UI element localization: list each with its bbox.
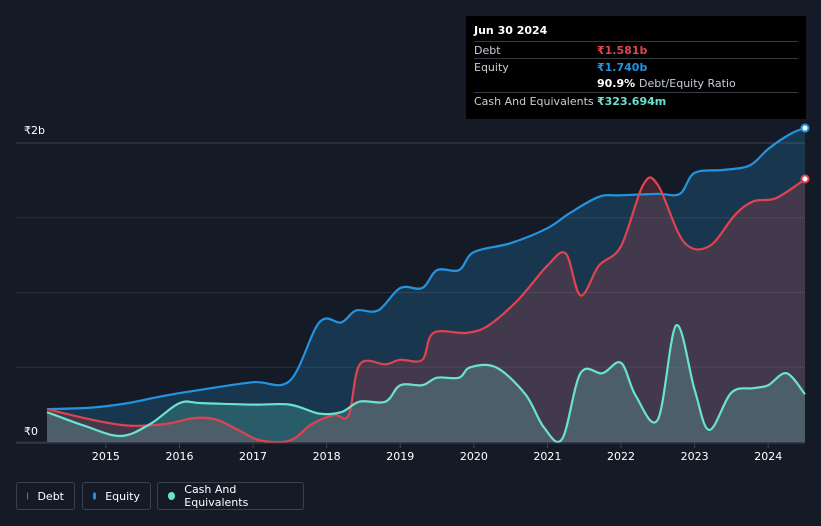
tooltip-cash-value: ₹323.694m	[597, 95, 667, 108]
tooltip-row-equity: Equity ₹1.740b	[474, 58, 798, 76]
ratio-percent: 90.9%	[597, 77, 636, 90]
grid-lines	[16, 142, 805, 443]
tooltip-ratio-value: 90.9% Debt/Equity Ratio	[597, 77, 736, 90]
tooltip-row-debt: Debt ₹1.581b	[474, 41, 798, 59]
x-tick-label: 2022	[607, 450, 635, 463]
debt-dot-icon	[27, 492, 29, 500]
tooltip-date: Jun 30 2024	[474, 24, 548, 37]
equity-line	[46, 127, 806, 411]
tooltip: Jun 30 2024 Debt ₹1.581b Equity ₹1.740b …	[466, 16, 806, 119]
equity-dot-icon	[93, 492, 97, 500]
x-tick-label: 2019	[386, 450, 414, 463]
tooltip-equity-value: ₹1.740b	[597, 61, 648, 74]
equity-endpoint	[800, 123, 810, 133]
x-tick-label: 2015	[92, 450, 120, 463]
tooltip-row-ratio: 90.9% Debt/Equity Ratio	[474, 75, 798, 92]
legend-debt[interactable]: Debt	[16, 482, 75, 510]
cash-dot-icon	[168, 492, 176, 500]
cash-and-equivalents-line	[46, 324, 806, 444]
tooltip-row-cash: Cash And Equivalents ₹323.694m	[474, 92, 798, 110]
x-tick-label: 2021	[533, 450, 561, 463]
x-tick-label: 2023	[681, 450, 709, 463]
tooltip-cash-label: Cash And Equivalents	[474, 95, 594, 108]
axes: ₹2b ₹0 2015 2016 2017 2018 2019 2020 2021 2022 202…	[16, 124, 805, 463]
x-tick-label: 2017	[239, 450, 267, 463]
tooltip-equity-label: Equity	[474, 61, 509, 74]
x-tick-label: 2016	[165, 450, 193, 463]
legend-cash-label: Cash And Equivalents	[184, 483, 249, 509]
legend-equity[interactable]: Equity	[82, 482, 151, 510]
x-tick-label: 2018	[313, 450, 341, 463]
series-lines	[46, 127, 806, 444]
legend-debt-label: Debt	[37, 489, 64, 503]
x-tick-label: 2020	[460, 450, 488, 463]
tooltip-debt-label: Debt	[474, 44, 501, 57]
x-tick-label: 2024	[754, 450, 782, 463]
legend-equity-label: Equity	[105, 489, 140, 503]
tooltip-debt-value: ₹1.581b	[597, 44, 648, 57]
y-tick-label: ₹0	[24, 425, 38, 438]
debt-area	[47, 177, 805, 443]
series-endpoints	[800, 123, 810, 184]
cash-and-equivalents-area	[47, 325, 805, 442]
y-tick-label: ₹2b	[24, 124, 45, 137]
ratio-label: Debt/Equity Ratio	[639, 77, 736, 90]
debt-line	[46, 176, 806, 444]
legend-cash[interactable]: Cash And Equivalents	[157, 482, 304, 510]
debt-endpoint	[800, 174, 810, 184]
